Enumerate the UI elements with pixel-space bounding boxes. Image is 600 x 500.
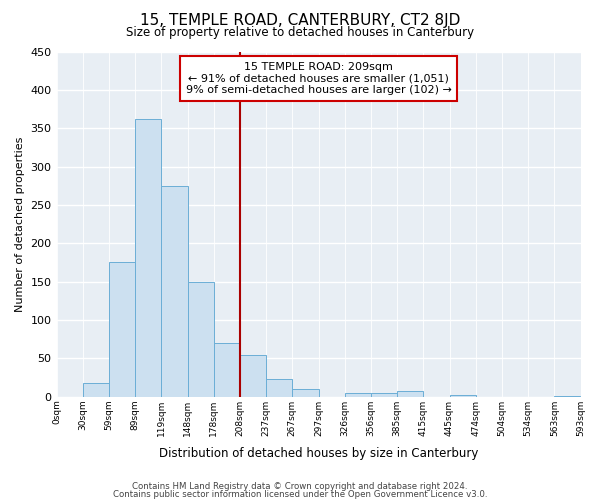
Text: Size of property relative to detached houses in Canterbury: Size of property relative to detached ho… bbox=[126, 26, 474, 39]
Y-axis label: Number of detached properties: Number of detached properties bbox=[15, 136, 25, 312]
Bar bbox=[135, 119, 161, 396]
Bar bbox=[266, 379, 292, 396]
Bar bbox=[188, 282, 214, 397]
Bar bbox=[449, 395, 476, 396]
X-axis label: Distribution of detached houses by size in Canterbury: Distribution of detached houses by size … bbox=[159, 447, 478, 460]
Bar bbox=[214, 343, 240, 396]
Bar bbox=[161, 186, 188, 396]
Text: Contains public sector information licensed under the Open Government Licence v3: Contains public sector information licen… bbox=[113, 490, 487, 499]
Bar bbox=[240, 354, 266, 397]
Bar bbox=[83, 383, 109, 396]
Bar bbox=[371, 393, 397, 396]
Text: 15 TEMPLE ROAD: 209sqm
← 91% of detached houses are smaller (1,051)
9% of semi-d: 15 TEMPLE ROAD: 209sqm ← 91% of detached… bbox=[185, 62, 451, 95]
Text: 15, TEMPLE ROAD, CANTERBURY, CT2 8JD: 15, TEMPLE ROAD, CANTERBURY, CT2 8JD bbox=[140, 12, 460, 28]
Bar bbox=[292, 389, 319, 396]
Bar bbox=[345, 393, 371, 396]
Bar bbox=[109, 262, 135, 396]
Text: Contains HM Land Registry data © Crown copyright and database right 2024.: Contains HM Land Registry data © Crown c… bbox=[132, 482, 468, 491]
Bar bbox=[397, 390, 424, 396]
